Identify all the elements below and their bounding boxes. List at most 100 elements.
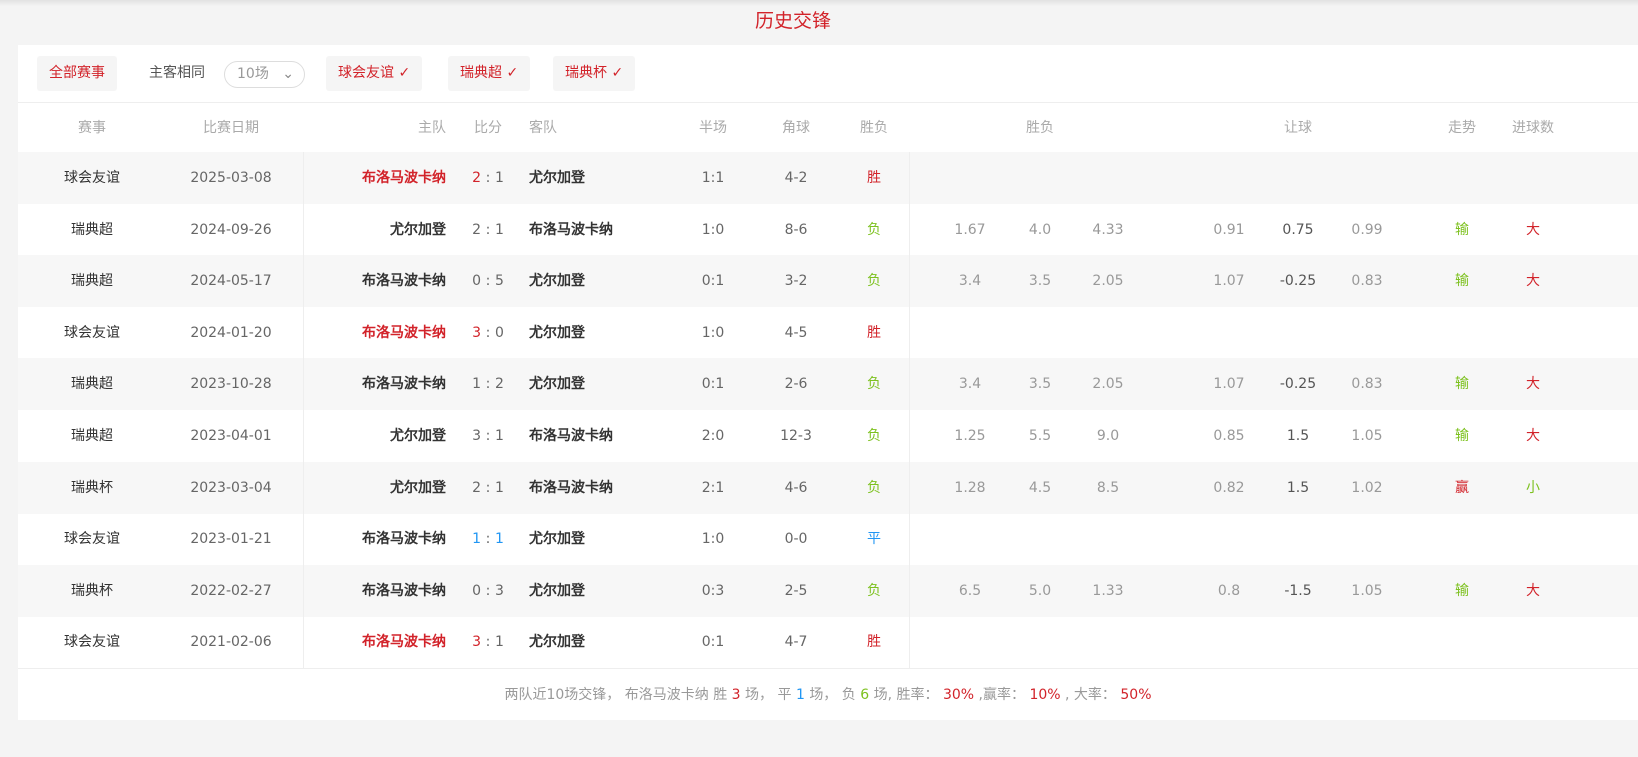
half-time-score: 0:1 xyxy=(701,273,725,290)
divider xyxy=(303,616,304,669)
table-row[interactable]: 瑞典超 2024-05-17 布洛马波卡纳 0:5 尤尔加登 0:1 3-2 负 3.4 3.5 2… xyxy=(18,255,1638,308)
table-row[interactable]: 瑞典超 2023-04-01 尤尔加登 3:1 布洛马波卡纳 2:0 12-3 负 1.25 5.… xyxy=(18,410,1638,462)
home-team[interactable]: 布洛马波卡纳 xyxy=(362,170,446,186)
home-score: 3 xyxy=(472,634,481,651)
score-separator: : xyxy=(485,531,491,548)
odds-home: 3.4 xyxy=(958,273,982,290)
home-team[interactable]: 布洛马波卡纳 xyxy=(362,531,446,548)
handicap-line: 0.75 xyxy=(1282,221,1314,238)
table-row[interactable]: 瑞典杯 2022-02-27 布洛马波卡纳 0:3 尤尔加登 0:3 2-5 负 6.5 5.0 1… xyxy=(18,564,1638,617)
filter-chip-friendly[interactable]: 球会友谊 ✓ xyxy=(326,56,423,91)
away-team[interactable]: 尤尔加登 xyxy=(529,170,585,186)
check-icon: ✓ xyxy=(506,65,519,81)
match-count-select[interactable]: 10场 ⌄ xyxy=(224,61,305,88)
header-home: 主队 xyxy=(418,120,446,136)
odds-draw: 5.5 xyxy=(1028,428,1052,444)
league-cell: 瑞典超 xyxy=(71,376,113,393)
summary-text: 场， 平 xyxy=(745,687,792,703)
filter-chip-allsvenskan[interactable]: 瑞典超 ✓ xyxy=(448,56,531,91)
handicap-line: 1.5 xyxy=(1286,428,1310,444)
away-score: 2 xyxy=(495,376,504,393)
away-score: 1 xyxy=(495,221,504,238)
divider xyxy=(909,410,910,462)
divider xyxy=(303,358,304,411)
table-row[interactable]: 球会友谊 2021-02-06 布洛马波卡纳 3:1 尤尔加登 0:1 4-7 胜 xyxy=(18,616,1638,669)
half-time-score: 1:0 xyxy=(701,324,725,341)
score-separator: : xyxy=(485,170,491,186)
away-score: 1 xyxy=(495,531,504,548)
same-home-away-toggle[interactable]: 主客相同 xyxy=(149,65,205,81)
odds-draw: 3.5 xyxy=(1028,273,1052,290)
date-cell: 2024-01-20 xyxy=(190,324,272,341)
date-cell: 2023-04-01 xyxy=(190,428,272,444)
odds-away: 9.0 xyxy=(1096,428,1120,444)
table-row[interactable]: 球会友谊 2025-03-08 布洛马波卡纳 2:1 尤尔加登 1:1 4-2 胜 xyxy=(18,152,1638,204)
home-score: 2 xyxy=(472,170,481,186)
away-team[interactable]: 尤尔加登 xyxy=(529,531,585,548)
corner-count: 4-6 xyxy=(784,479,808,496)
home-score: 2 xyxy=(472,221,481,238)
home-team[interactable]: 尤尔加登 xyxy=(390,479,446,496)
summary-text: ,赢率： xyxy=(978,687,1025,703)
home-team[interactable]: 尤尔加登 xyxy=(390,428,446,444)
home-team[interactable]: 布洛马波卡纳 xyxy=(362,634,446,651)
summary-text: , 大率： xyxy=(1065,687,1116,703)
table-row[interactable]: 球会友谊 2023-01-21 布洛马波卡纳 1:1 尤尔加登 1:0 0-0 平 xyxy=(18,513,1638,566)
odds-away: 4.33 xyxy=(1092,221,1124,238)
summary-losses: 6 xyxy=(860,687,870,703)
chip-label: 球会友谊 xyxy=(338,65,394,81)
corner-count: 4-2 xyxy=(784,170,808,186)
divider xyxy=(303,203,304,256)
date-cell: 2021-02-06 xyxy=(190,634,272,651)
summary-text: 两队近10场交锋， 布洛马波卡纳 胜 xyxy=(504,687,728,703)
home-team[interactable]: 布洛马波卡纳 xyxy=(362,582,446,599)
filter-chip-svenska-cupen[interactable]: 瑞典杯 ✓ xyxy=(553,56,636,91)
table-row[interactable]: 球会友谊 2024-01-20 布洛马波卡纳 3:0 尤尔加登 1:0 4-5 胜 xyxy=(18,306,1638,359)
away-score: 0 xyxy=(495,324,504,341)
away-team[interactable]: 尤尔加登 xyxy=(529,273,585,290)
check-icon: ✓ xyxy=(611,65,624,81)
handicap-home: 1.07 xyxy=(1213,376,1245,393)
date-cell: 2023-01-21 xyxy=(190,531,272,548)
handicap-away: 0.83 xyxy=(1351,376,1383,393)
home-team[interactable]: 尤尔加登 xyxy=(390,221,446,238)
league-cell: 球会友谊 xyxy=(64,531,120,548)
divider xyxy=(303,461,304,514)
score-separator: : xyxy=(485,582,491,599)
corner-count: 4-5 xyxy=(784,324,808,341)
away-team[interactable]: 尤尔加登 xyxy=(529,324,585,341)
handicap-away: 0.83 xyxy=(1351,273,1383,290)
table-row[interactable]: 瑞典杯 2023-03-04 尤尔加登 2:1 布洛马波卡纳 2:1 4-6 负 1.28 4.5… xyxy=(18,461,1638,514)
away-team[interactable]: 尤尔加登 xyxy=(529,376,585,393)
table-row[interactable]: 瑞典超 2023-10-28 布洛马波卡纳 1:2 尤尔加登 0:1 2-6 负 3.4 3.5 2… xyxy=(18,358,1638,411)
header-league: 赛事 xyxy=(78,120,106,136)
home-team[interactable]: 布洛马波卡纳 xyxy=(362,376,446,393)
half-time-score: 0:1 xyxy=(701,634,725,651)
all-competitions-button[interactable]: 全部赛事 xyxy=(37,56,117,91)
header-result: 胜负 xyxy=(860,120,888,136)
home-score: 0 xyxy=(472,582,481,599)
table-row[interactable]: 瑞典超 2024-09-26 尤尔加登 2:1 布洛马波卡纳 1:0 8-6 负 1.67 4.0… xyxy=(18,203,1638,256)
handicap-line: 1.5 xyxy=(1286,479,1310,496)
odds-home: 1.67 xyxy=(954,221,986,238)
home-team[interactable]: 布洛马波卡纳 xyxy=(362,273,446,290)
header-score: 比分 xyxy=(474,120,502,136)
divider xyxy=(303,564,304,617)
goals-badge: 大 xyxy=(1526,376,1540,393)
away-team[interactable]: 尤尔加登 xyxy=(529,634,585,651)
filter-bar: 全部赛事 主客相同 10场 ⌄ 球会友谊 ✓ 瑞典超 ✓ 瑞典杯 ✓ xyxy=(18,45,1638,103)
divider xyxy=(303,152,304,204)
away-team[interactable]: 尤尔加登 xyxy=(529,582,585,599)
check-icon: ✓ xyxy=(398,65,411,81)
league-cell: 球会友谊 xyxy=(64,324,120,341)
header-handicap: 让球 xyxy=(1284,120,1312,136)
away-team[interactable]: 布洛马波卡纳 xyxy=(529,221,613,238)
away-team[interactable]: 布洛马波卡纳 xyxy=(529,479,613,496)
half-time-score: 2:0 xyxy=(701,428,725,444)
trend-badge: 赢 xyxy=(1455,479,1469,496)
away-team[interactable]: 布洛马波卡纳 xyxy=(529,428,613,444)
home-score: 1 xyxy=(472,531,481,548)
home-team[interactable]: 布洛马波卡纳 xyxy=(362,324,446,341)
summary-bar: 两队近10场交锋， 布洛马波卡纳 胜 3 场， 平 1 场， 负 6 场, 胜率… xyxy=(18,668,1638,720)
result-badge: 负 xyxy=(867,479,881,496)
